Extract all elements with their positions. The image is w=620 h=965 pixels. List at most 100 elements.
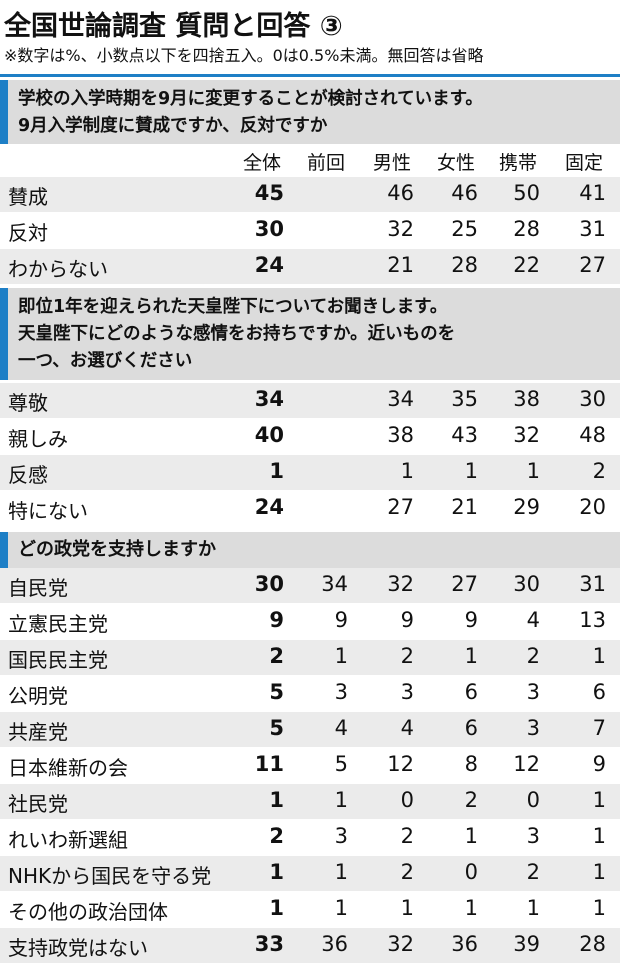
table-cell: 3	[526, 680, 540, 704]
table-cell: 3	[334, 680, 348, 704]
table-cell: 12	[513, 752, 540, 776]
table-cell: 32	[513, 423, 540, 447]
column-header-mobile: 携帯	[498, 152, 538, 174]
table-row: 反感 1 1 1 1 2	[0, 455, 620, 490]
table-cell: 1	[592, 896, 606, 920]
question-line: 即位1年を迎えられた天皇陛下についてお聞きします。	[18, 297, 448, 317]
table-cell: 3	[526, 716, 540, 740]
question-line: 9月入学制度に賛成ですか、反対ですか	[18, 116, 328, 136]
table-cell: 21	[387, 253, 414, 277]
table-cell: 0	[464, 860, 478, 884]
table-cell: 21	[451, 495, 478, 519]
table-cell: 6	[592, 680, 606, 704]
table-cell: 34	[254, 387, 284, 411]
row-label: その他の政治団体	[8, 900, 168, 924]
column-header-male: 男性	[372, 152, 412, 174]
table-cell: 1	[334, 860, 348, 884]
table-cell: 32	[387, 217, 414, 241]
table-cell: 7	[592, 716, 606, 740]
table-cell: 24	[254, 253, 284, 277]
table-row: 自民党 30 34 32 27 30 31	[0, 568, 620, 603]
table-cell: 1	[269, 788, 284, 812]
table-cell: 12	[387, 752, 414, 776]
table-cell: 34	[321, 572, 348, 596]
table-cell: 4	[526, 608, 540, 632]
table-cell: 3	[334, 824, 348, 848]
table-cell: 1	[592, 644, 606, 668]
column-header-previous: 前回	[306, 152, 346, 174]
row-label: 支持政党はない	[8, 936, 148, 960]
question-box-2: 即位1年を迎えられた天皇陛下についてお聞きします。 天皇陛下にどのような感情をお…	[0, 288, 620, 380]
table-cell: 28	[513, 217, 540, 241]
table-row: 立憲民主党 9 9 9 9 4 13	[0, 604, 620, 639]
column-header-landline: 固定	[564, 152, 604, 174]
table-cell: 1	[526, 459, 540, 483]
table-cell: 2	[400, 860, 414, 884]
table-row: 賛成 45 46 46 50 41	[0, 177, 620, 212]
table-cell: 9	[334, 608, 348, 632]
table-cell: 36	[321, 932, 348, 956]
table-cell: 2	[464, 788, 478, 812]
table-cell: 36	[451, 932, 478, 956]
table-cell: 1	[464, 896, 478, 920]
table-cell: 9	[464, 608, 478, 632]
table-cell: 28	[451, 253, 478, 277]
table-cell: 1	[269, 459, 284, 483]
table-cell: 31	[579, 572, 606, 596]
table-cell: 2	[269, 824, 284, 848]
row-label: 国民民主党	[8, 648, 108, 672]
question-line: 一つ、お選びください	[18, 351, 193, 371]
table-cell: 4	[334, 716, 348, 740]
row-label: わからない	[8, 257, 108, 281]
row-label: 立憲民主党	[8, 612, 108, 636]
row-label: 親しみ	[8, 427, 68, 451]
table-row: 国民民主党 2 1 2 1 2 1	[0, 640, 620, 675]
table-cell: 27	[451, 572, 478, 596]
table-cell: 3	[526, 824, 540, 848]
table-cell: 25	[451, 217, 478, 241]
table-cell: 46	[387, 181, 414, 205]
table-cell: 32	[387, 932, 414, 956]
row-label: 共産党	[8, 720, 68, 744]
question-box-3: どの政党を支持しますか	[0, 532, 620, 568]
question-line: 学校の入学時期を9月に変更することが検討されています。	[18, 89, 483, 109]
table-cell: 24	[254, 495, 284, 519]
table-cell: 2	[400, 824, 414, 848]
table-row: 共産党 5 4 4 6 3 7	[0, 712, 620, 747]
table-cell: 8	[464, 752, 478, 776]
table-cell: 1	[269, 896, 284, 920]
row-label: れいわ新選組	[8, 828, 128, 852]
table-row: 特にない 24 27 21 29 20	[0, 491, 620, 526]
row-label: 反対	[8, 221, 48, 245]
table-cell: 1	[464, 459, 478, 483]
table-cell: 29	[513, 495, 540, 519]
table-cell: 5	[269, 716, 284, 740]
table-cell: 33	[254, 932, 284, 956]
table-cell: 5	[269, 680, 284, 704]
table-cell: 9	[592, 752, 606, 776]
question-box-1: 学校の入学時期を9月に変更することが検討されています。 9月入学制度に賛成ですか…	[0, 80, 620, 144]
table-cell: 1	[592, 860, 606, 884]
table-row: 親しみ 40 38 43 32 48	[0, 419, 620, 454]
table-cell: 30	[513, 572, 540, 596]
table-cell: 6	[464, 680, 478, 704]
table-cell: 1	[400, 896, 414, 920]
table-cell: 9	[269, 608, 284, 632]
row-label: 特にない	[8, 499, 88, 523]
table-row: れいわ新選組 2 3 2 1 3 1	[0, 820, 620, 855]
table-cell: 20	[579, 495, 606, 519]
table-cell: 1	[269, 860, 284, 884]
table-row: 反対 30 32 25 28 31	[0, 213, 620, 248]
row-label: 社民党	[8, 792, 68, 816]
table-cell: 34	[387, 387, 414, 411]
table-cell: 3	[400, 680, 414, 704]
table-row: NHKから国民を守る党 1 1 2 0 2 1	[0, 856, 620, 891]
table-cell: 1	[592, 788, 606, 812]
table-cell: 30	[579, 387, 606, 411]
table-cell: 0	[400, 788, 414, 812]
table-cell: 2	[592, 459, 606, 483]
table-cell: 31	[579, 217, 606, 241]
page-title: 全国世論調査 質問と回答 ③	[4, 11, 343, 42]
table-cell: 38	[513, 387, 540, 411]
